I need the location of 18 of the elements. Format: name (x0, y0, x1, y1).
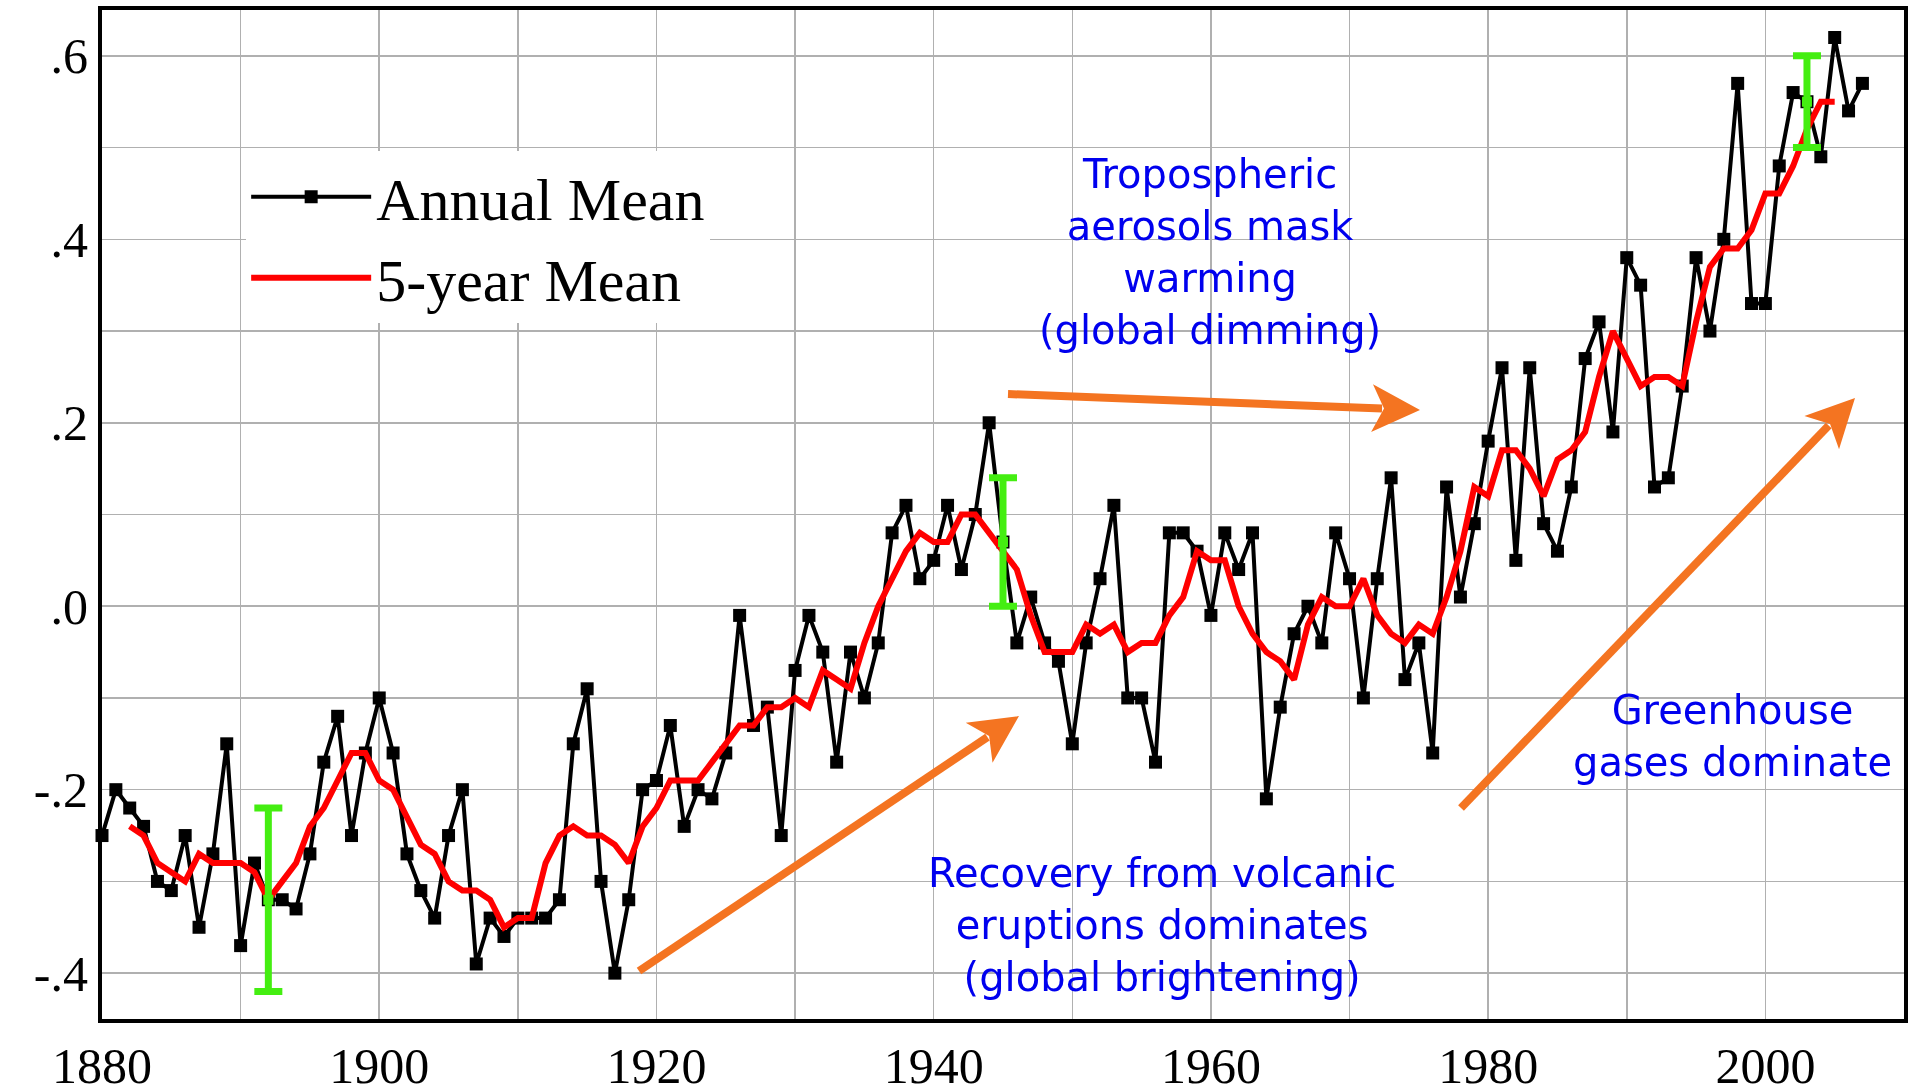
x-tick-label: 2000 (1715, 1038, 1816, 1086)
y-tick-label: -.4 (33, 945, 88, 1002)
y-tick-label: .6 (50, 28, 88, 85)
y-tick-label: .2 (50, 395, 88, 452)
annotation: Recovery from volcanic eruptions dominates (global brightening) (928, 850, 1397, 1000)
annotation: Greenhouse gases dominate (1573, 687, 1893, 785)
legend-label: 5-year Mean (376, 248, 681, 315)
y-tick-label: .0 (50, 578, 88, 635)
x-tick-label: 1940 (883, 1038, 984, 1086)
x-tick-label: 1980 (1438, 1038, 1539, 1086)
x-tick-label: 1960 (1160, 1038, 1261, 1086)
y-tick-label: -.2 (33, 762, 88, 819)
x-tick-label: 1900 (329, 1038, 430, 1086)
annotation: Tropospheric aerosols mask warming (global dimming) (1039, 151, 1382, 353)
legend-label: Annual Mean (376, 167, 705, 234)
y-tick-label: .4 (50, 211, 88, 268)
x-tick-label: 1920 (606, 1038, 707, 1086)
x-tick-label: 1880 (52, 1038, 152, 1086)
